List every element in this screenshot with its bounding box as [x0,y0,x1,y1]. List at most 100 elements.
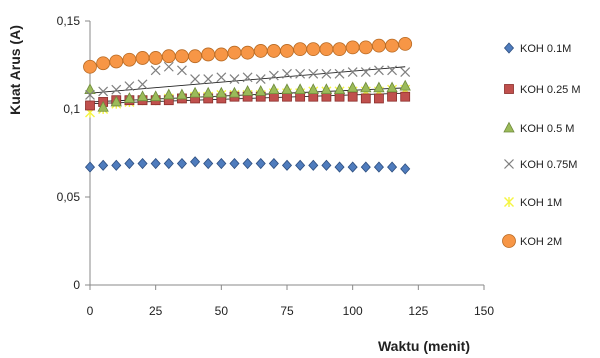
data-point [268,157,279,170]
data-point [347,91,358,102]
data-point [281,159,293,171]
data-point [150,157,161,170]
data-point [334,68,345,79]
legend-item: KOH 0.75M [504,159,577,171]
data-point [387,65,397,76]
data-point [266,44,281,58]
data-point [188,49,202,64]
data-point [175,49,189,64]
x-marker-stroke [308,68,319,79]
legend-label: KOH 0.25 M [520,84,581,96]
x-marker-stroke [203,74,214,85]
data-points [83,36,413,175]
data-point [190,74,200,85]
x-marker-stroke [229,74,240,85]
data-point [150,90,162,102]
data-point [320,83,333,95]
data-point [240,45,255,60]
data-point [189,86,201,98]
data-point [374,93,384,104]
x-marker-stroke [242,72,253,83]
data-point [150,65,161,76]
data-point [360,93,371,104]
data-point [124,81,135,92]
data-point [399,79,411,91]
series-x [85,61,411,100]
data-point [122,52,137,67]
data-point [215,86,227,98]
data-point [387,161,398,173]
data-point [98,86,109,97]
data-point [83,59,97,74]
data-point [347,81,359,93]
legend-marker [503,121,515,133]
x-marker-stroke [190,74,200,85]
legend-marker [504,159,514,169]
data-point [214,47,229,62]
data-point [360,161,371,173]
data-point [307,83,319,95]
x-marker-stroke [321,68,332,79]
x-marker-stroke [268,70,279,81]
data-point [253,44,268,58]
data-point [293,42,308,57]
data-point [398,36,413,51]
data-point [400,67,411,77]
x-marker-stroke [163,61,174,72]
legend-marker [502,234,516,248]
legend-marker [503,42,515,54]
data-point [294,83,306,95]
data-point [321,159,332,171]
data-point [386,81,398,93]
data-point [360,67,371,77]
data-point [202,86,214,98]
data-point [110,95,122,107]
data-point [227,45,242,60]
data-point [163,61,174,72]
data-point [280,44,294,58]
data-point [216,157,227,170]
data-point [255,157,266,170]
data-point [282,68,292,79]
series-circle [83,36,413,74]
y-tick-label: 0,05 [57,190,81,204]
data-point [400,91,411,102]
legend-label: KOH 0.1M [520,43,571,55]
data-point [242,157,253,170]
data-point [177,65,187,76]
data-point [203,157,214,170]
data-point [135,51,150,65]
legend-item: KOH 2M [502,234,562,248]
data-point [268,70,279,81]
data-point [295,159,306,171]
data-point [332,42,347,57]
data-point [161,49,176,64]
data-point [124,157,135,170]
data-point [228,86,241,98]
data-point [295,68,306,79]
data-point [268,83,280,95]
x-marker-stroke [255,74,266,85]
trendline [89,66,406,94]
data-point [347,161,358,173]
data-point [374,65,384,76]
x-tick-label: 0 [87,304,94,318]
legend-item: KOH 0.1M [503,42,571,55]
data-point [163,157,174,170]
legend-item: KOH 1M [504,197,562,209]
data-point [400,163,411,175]
data-point [241,85,254,96]
data-point [85,89,95,100]
x-tick-label: 75 [280,304,294,318]
x-marker-stroke [177,65,187,76]
data-point [201,47,216,62]
x-marker-stroke [111,84,122,95]
data-point [96,56,111,71]
data-point [308,159,319,171]
legend: KOH 0.1M KOH 0.25 M KOH 0.5 M KOH 0.75M KOH … [502,42,581,248]
y-tick-label: 0 [73,278,80,292]
x-marker-stroke [98,86,109,97]
data-point [85,100,95,111]
data-point [373,161,384,173]
x-tick-label: 150 [474,304,494,318]
